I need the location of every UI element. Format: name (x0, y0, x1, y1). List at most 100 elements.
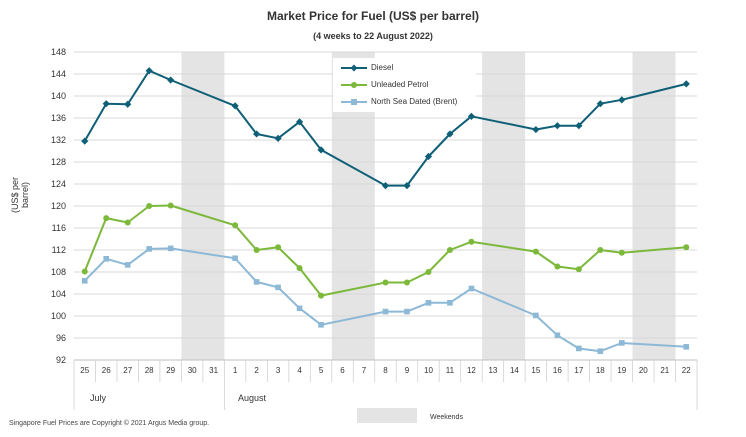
x-tick-label-30: 30 (188, 366, 197, 375)
point-north-sea-dated-brent-26 (103, 256, 110, 262)
point-diesel-5 (317, 146, 325, 154)
point-diesel-29 (167, 76, 175, 84)
point-diesel-26 (102, 100, 110, 108)
point-unleaded-petrol-26 (103, 215, 110, 222)
point-diesel-4 (295, 118, 304, 126)
x-tick-label-26: 26 (102, 366, 111, 375)
x-tick-label-31: 31 (209, 366, 218, 375)
point-north-sea-dated-brent-17 (576, 345, 582, 352)
x-tick-label-15: 15 (531, 366, 540, 375)
point-north-sea-dated-brent-25 (81, 278, 88, 284)
point-north-sea-dated-brent-2 (253, 279, 260, 285)
point-north-sea-dated-brent-16 (554, 332, 561, 339)
x-tick-label-1: 1 (233, 366, 238, 375)
y-tick-label-124: 124 (51, 179, 66, 189)
y-tick-label-116: 116 (52, 223, 66, 233)
point-unleaded-petrol-8 (382, 279, 389, 286)
point-unleaded-petrol-3 (275, 244, 282, 251)
point-north-sea-dated-brent-15 (533, 312, 539, 319)
point-diesel-18 (596, 100, 604, 108)
point-unleaded-petrol-15 (532, 248, 539, 255)
point-diesel-3 (274, 134, 282, 142)
y-tick-label-120: 120 (51, 201, 66, 211)
point-diesel-12 (467, 112, 476, 120)
x-tick-label-2: 2 (254, 366, 259, 375)
weekends-legend-swatch (357, 408, 417, 423)
month-label-august: August (238, 393, 267, 403)
point-unleaded-petrol-28 (146, 203, 153, 209)
point-unleaded-petrol-18 (597, 247, 604, 253)
y-axis-label: (US$ per barrel) (10, 177, 30, 214)
point-north-sea-dated-brent-12 (468, 285, 475, 292)
y-tick-label-96: 96 (56, 333, 66, 343)
legend-item-brent: North Sea Dated (Brent) (341, 95, 457, 108)
point-unleaded-petrol-29 (167, 202, 174, 209)
point-diesel-28 (145, 67, 153, 75)
point-north-sea-dated-brent-11 (447, 300, 453, 306)
x-tick-label-21: 21 (660, 366, 669, 375)
x-tick-label-5: 5 (319, 366, 324, 375)
x-tick-label-22: 22 (682, 366, 691, 375)
point-diesel-17 (575, 122, 583, 130)
x-tick-label-6: 6 (340, 366, 345, 375)
point-unleaded-petrol-16 (554, 263, 561, 270)
brent-legend-swatch (341, 98, 367, 105)
y-tick-label-104: 104 (51, 289, 66, 299)
y-tick-label-140: 140 (51, 91, 66, 101)
point-diesel-22 (682, 80, 690, 88)
point-unleaded-petrol-22 (683, 244, 690, 251)
point-unleaded-petrol-1 (232, 222, 239, 229)
x-tick-label-11: 11 (446, 366, 455, 375)
x-tick-label-12: 12 (467, 366, 476, 375)
y-tick-label-108: 108 (51, 267, 66, 277)
y-tick-label-128: 128 (51, 157, 66, 167)
point-north-sea-dated-brent-1 (232, 255, 238, 262)
chart-title: Market Price for Fuel (US$ per barrel) (266, 9, 480, 23)
point-north-sea-dated-brent-10 (425, 300, 432, 306)
point-north-sea-dated-brent-29 (167, 245, 174, 252)
x-tick-label-16: 16 (553, 366, 562, 375)
point-north-sea-dated-brent-28 (146, 246, 152, 252)
x-tick-label-4: 4 (297, 366, 302, 375)
legend-label-diesel: Diesel (371, 63, 394, 72)
x-tick-label-29: 29 (166, 366, 175, 375)
point-diesel-15 (532, 125, 540, 134)
point-diesel-25 (81, 137, 89, 145)
legend-item-diesel: Diesel (341, 61, 393, 74)
point-unleaded-petrol-25 (81, 268, 88, 275)
point-north-sea-dated-brent-18 (597, 348, 604, 354)
month-label-july: July (90, 393, 107, 403)
point-north-sea-dated-brent-19 (619, 340, 625, 346)
y-tick-label-148: 148 (51, 47, 66, 57)
point-unleaded-petrol-27 (124, 219, 131, 226)
point-north-sea-dated-brent-27 (124, 262, 131, 268)
point-north-sea-dated-brent-9 (404, 308, 410, 315)
point-diesel-2 (253, 130, 261, 138)
chart-subtitle: (4 weeks to 22 August 2022) (313, 31, 433, 41)
point-unleaded-petrol-9 (403, 279, 410, 286)
point-unleaded-petrol-12 (468, 238, 475, 245)
point-north-sea-dated-brent-3 (275, 284, 281, 291)
x-tick-label-10: 10 (424, 366, 433, 375)
y-tick-label-112: 112 (52, 245, 66, 255)
x-tick-label-8: 8 (383, 366, 388, 375)
x-tick-label-20: 20 (639, 366, 648, 375)
x-tick-label-9: 9 (405, 366, 410, 375)
x-tick-label-3: 3 (276, 366, 281, 375)
x-tick-label-27: 27 (123, 366, 132, 375)
point-north-sea-dated-brent-8 (382, 308, 389, 315)
point-unleaded-petrol-19 (618, 249, 625, 256)
point-diesel-16 (553, 122, 561, 130)
unleaded-legend-swatch (341, 81, 367, 88)
series-line-north-sea-dated-brent (83, 247, 687, 353)
chart-legend: Diesel Unleaded Petrol North Sea Dated (… (333, 58, 476, 112)
x-tick-label-13: 13 (488, 366, 497, 375)
point-north-sea-dated-brent-22 (683, 344, 690, 350)
x-tick-label-25: 25 (80, 366, 89, 375)
x-tick-label-18: 18 (596, 366, 605, 375)
y-tick-label-144: 144 (51, 69, 66, 79)
point-diesel-11 (446, 130, 454, 138)
point-diesel-10 (424, 152, 433, 161)
diesel-legend-swatch (341, 64, 367, 71)
point-diesel-9 (403, 182, 411, 190)
